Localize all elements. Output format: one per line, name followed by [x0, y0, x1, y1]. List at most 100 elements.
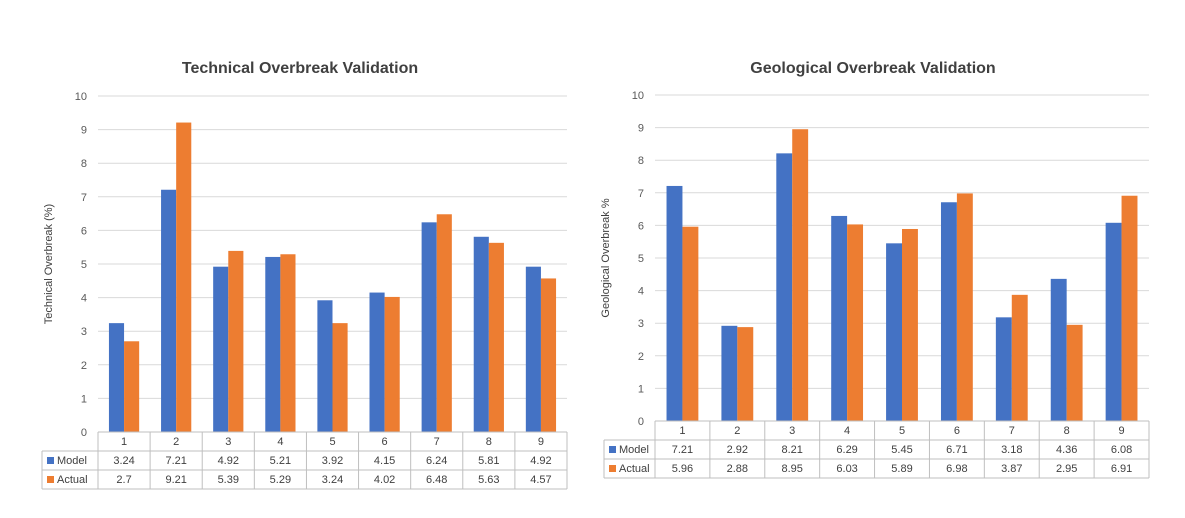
bar-actual-4 — [847, 224, 864, 421]
bar-actual-6 — [956, 193, 973, 421]
bar-model-9 — [525, 266, 541, 432]
bar-model-5 — [317, 300, 333, 432]
data-label-actual: 5.96 — [672, 463, 693, 475]
bar-actual-4 — [280, 254, 296, 432]
data-label-model: 5.21 — [270, 455, 291, 467]
x-tick-label: 8 — [1064, 425, 1070, 437]
bar-actual-1 — [682, 226, 699, 421]
y-tick-label: 0 — [638, 416, 644, 428]
chart-title: Geological Overbreak Validation — [750, 60, 995, 77]
y-tick-label: 4 — [638, 286, 644, 298]
bar-model-3 — [776, 153, 793, 421]
bar-model-5 — [886, 243, 902, 421]
bar-model-6 — [940, 202, 957, 421]
data-label-actual: 6.48 — [426, 474, 447, 486]
bar-actual-1 — [124, 341, 140, 432]
x-tick-label: 7 — [1009, 425, 1015, 437]
data-label-actual: 3.24 — [322, 474, 343, 486]
data-label-model: 4.92 — [530, 455, 551, 467]
x-tick-label: 7 — [434, 436, 440, 448]
y-tick-label: 1 — [81, 393, 87, 405]
chart-panel-technical: Technical Overbreak Validation 0 1 2 3 4 5 6 7 8 9… — [0, 0, 592, 518]
bar-actual-5 — [332, 323, 348, 432]
y-tick-label: 3 — [638, 318, 644, 330]
bar-actual-8 — [1066, 324, 1083, 421]
x-tick-label: 6 — [382, 436, 388, 448]
x-tick-label: 6 — [954, 425, 960, 437]
x-tick-label: 1 — [679, 425, 685, 437]
geological-overbreak-chart: Geological Overbreak Validation 0 1 2 3 4 5 6 7 8… — [600, 60, 1150, 479]
y-tick-label: 6 — [81, 225, 87, 237]
data-label-actual: 4.02 — [374, 474, 395, 486]
x-tick-label: 5 — [329, 436, 335, 448]
bar-actual-2 — [176, 122, 192, 432]
x-tick-label: 3 — [789, 425, 795, 437]
x-tick-label: 9 — [538, 436, 544, 448]
data-label-model: 3.92 — [322, 455, 343, 467]
bar-model-8 — [473, 236, 489, 432]
bar-model-1 — [666, 185, 683, 421]
y-tick-label: 4 — [81, 293, 87, 305]
y-axis-title: Geological Overbreak % — [600, 198, 612, 317]
x-tick-label: 3 — [225, 436, 231, 448]
data-label-model: 6.24 — [426, 455, 447, 467]
bar-model-2 — [721, 325, 738, 421]
y-tick-label: 7 — [638, 188, 644, 200]
data-label-model: 4.36 — [1056, 444, 1077, 456]
data-label-actual: 8.95 — [782, 463, 803, 475]
y-tick-label: 9 — [81, 125, 87, 137]
bar-actual-6 — [384, 296, 400, 432]
data-label-model: 6.08 — [1111, 444, 1132, 456]
bar-model-7 — [421, 222, 437, 432]
chart-panel-geological: Geological Overbreak Validation 0 1 2 3 4 5 6 7 8… — [592, 0, 1184, 518]
y-tick-label: 10 — [632, 90, 644, 102]
x-tick-label: 5 — [899, 425, 905, 437]
data-label-actual: 5.89 — [891, 463, 912, 475]
data-label-actual: 5.39 — [218, 474, 239, 486]
data-label-actual: 2.7 — [116, 474, 131, 486]
data-label-model: 5.45 — [891, 444, 912, 456]
x-tick-label: 8 — [486, 436, 492, 448]
y-tick-label: 5 — [638, 253, 644, 265]
data-label-model: 2.92 — [727, 444, 748, 456]
data-label-model: 4.92 — [218, 455, 239, 467]
bar-actual-7 — [1011, 294, 1028, 421]
data-label-actual: 9.21 — [165, 474, 186, 486]
data-label-model: 5.81 — [478, 455, 499, 467]
y-tick-label: 3 — [81, 326, 87, 338]
chart-title: Technical Overbreak Validation — [182, 60, 418, 77]
legend-swatch-model — [47, 457, 54, 464]
legend-label-actual: Actual — [57, 474, 88, 486]
data-label-model: 4.15 — [374, 455, 395, 467]
y-tick-label: 8 — [638, 155, 644, 167]
data-label-model: 3.24 — [113, 455, 134, 467]
x-tick-label: 4 — [844, 425, 850, 437]
bar-actual-7 — [436, 214, 452, 432]
bar-model-2 — [161, 189, 177, 432]
data-label-model: 6.71 — [946, 444, 967, 456]
data-label-model: 3.18 — [1001, 444, 1022, 456]
x-tick-label: 2 — [734, 425, 740, 437]
bar-actual-5 — [902, 228, 918, 421]
x-tick-label: 9 — [1118, 425, 1124, 437]
legend-label-model: Model — [619, 444, 649, 456]
bar-model-7 — [995, 317, 1012, 421]
y-axis-title: Technical Overbreak (%) — [43, 204, 55, 324]
y-tick-label: 8 — [81, 158, 87, 170]
data-label-actual: 5.29 — [270, 474, 291, 486]
bar-actual-3 — [228, 250, 244, 432]
bar-model-8 — [1050, 278, 1067, 421]
data-label-actual: 3.87 — [1001, 463, 1022, 475]
legend-swatch-actual — [609, 465, 616, 472]
legend-swatch-actual — [47, 476, 54, 483]
bar-actual-9 — [540, 278, 557, 432]
legend-swatch-model — [609, 446, 616, 453]
bar-model-4 — [265, 256, 281, 432]
bar-model-6 — [369, 292, 385, 432]
bar-model-1 — [108, 323, 125, 432]
bar-model-4 — [831, 215, 848, 421]
bar-actual-3 — [792, 129, 809, 422]
data-label-actual: 4.57 — [530, 474, 551, 486]
y-tick-label: 0 — [81, 427, 87, 439]
data-label-actual: 5.63 — [478, 474, 499, 486]
